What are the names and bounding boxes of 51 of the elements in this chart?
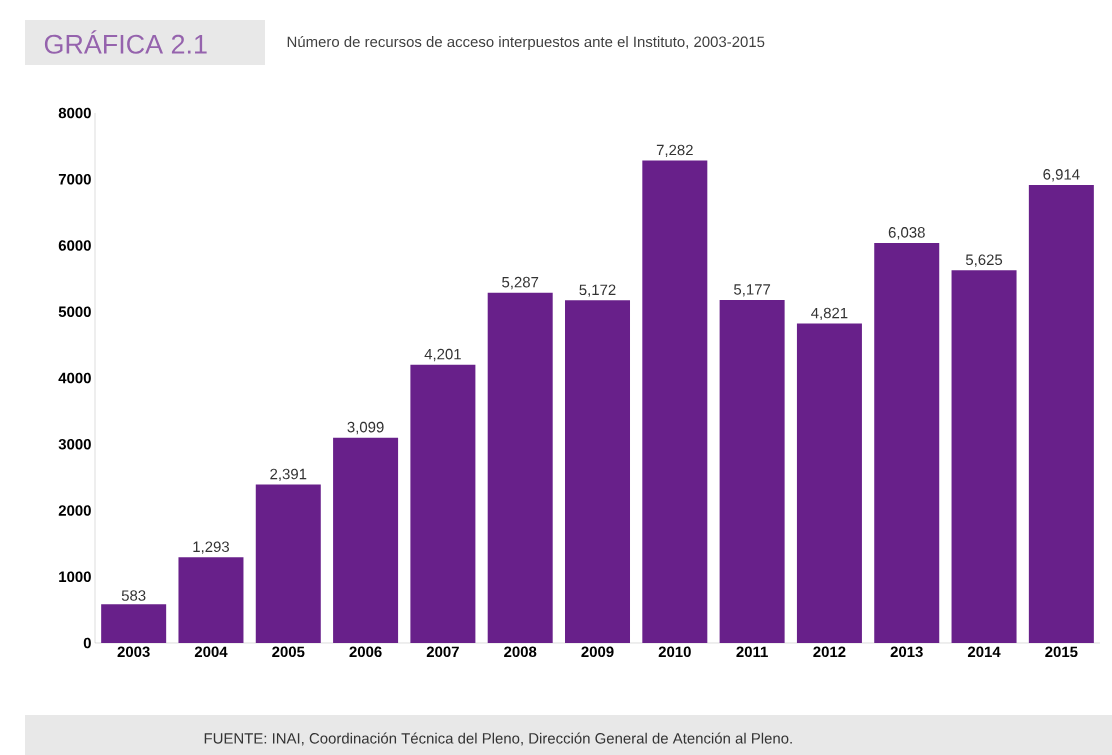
chart-subtitle: Número de recursos de acceso interpuestos ante el Instituto, 2003-2015 <box>287 35 765 51</box>
y-tick-label: 6000 <box>58 240 91 251</box>
x-tick-label: 2005 <box>272 646 305 658</box>
bar <box>333 437 399 643</box>
y-tick-label: 2000 <box>58 505 91 516</box>
data-label: 4,201 <box>424 348 461 362</box>
bar <box>565 300 631 643</box>
x-tick-label: 2013 <box>890 646 923 658</box>
data-label: 3,099 <box>347 421 384 435</box>
bar <box>487 292 553 643</box>
data-label: 1,293 <box>193 541 230 554</box>
x-tick-label: 2011 <box>736 646 768 658</box>
x-tick-label: 2004 <box>194 646 228 658</box>
bar <box>642 160 708 643</box>
y-tick-label: 0 <box>83 637 91 649</box>
data-label: 5,287 <box>502 276 539 290</box>
x-tick-label: 2009 <box>581 646 614 658</box>
x-tick-label: 2007 <box>426 646 459 658</box>
data-label: 4,821 <box>811 307 848 321</box>
bar <box>951 270 1017 643</box>
x-tick-label: 2006 <box>349 646 382 658</box>
y-tick-label: 5000 <box>58 306 91 318</box>
bar <box>255 484 321 643</box>
bar <box>410 364 476 643</box>
y-tick-label: 1000 <box>59 571 91 583</box>
x-tick-label: 2014 <box>967 646 1001 658</box>
x-tick-label: 2010 <box>658 646 691 658</box>
data-label: 583 <box>121 590 146 601</box>
x-tick-label: 2003 <box>117 646 150 658</box>
bar <box>1028 184 1094 643</box>
data-label: 6,038 <box>888 227 925 240</box>
bar <box>178 557 244 643</box>
data-label: 5,625 <box>965 254 1003 267</box>
data-label: 7,282 <box>656 144 693 158</box>
y-tick-label: 3000 <box>58 438 91 450</box>
data-label: 5,172 <box>579 284 616 297</box>
data-label: 6,914 <box>1043 169 1080 182</box>
x-tick-label: 2015 <box>1045 646 1078 658</box>
x-tick-label: 2012 <box>813 646 846 658</box>
y-tick-label: 4000 <box>58 372 91 384</box>
data-label: 2,391 <box>270 468 307 482</box>
y-tick-label: 8000 <box>58 107 91 119</box>
data-label: 5,177 <box>734 284 771 297</box>
bar <box>874 242 940 643</box>
bar <box>719 300 785 643</box>
chart-title: GRÁFICA 2.1 <box>44 30 207 54</box>
bar <box>796 323 862 643</box>
y-tick-label: 7000 <box>58 173 91 185</box>
source-note: FUENTE: INAI, Coordinación Técnica del Pleno, Dirección General de Atención al Pleno. <box>204 732 792 746</box>
x-tick-label: 2008 <box>504 646 537 658</box>
bar <box>101 604 167 643</box>
